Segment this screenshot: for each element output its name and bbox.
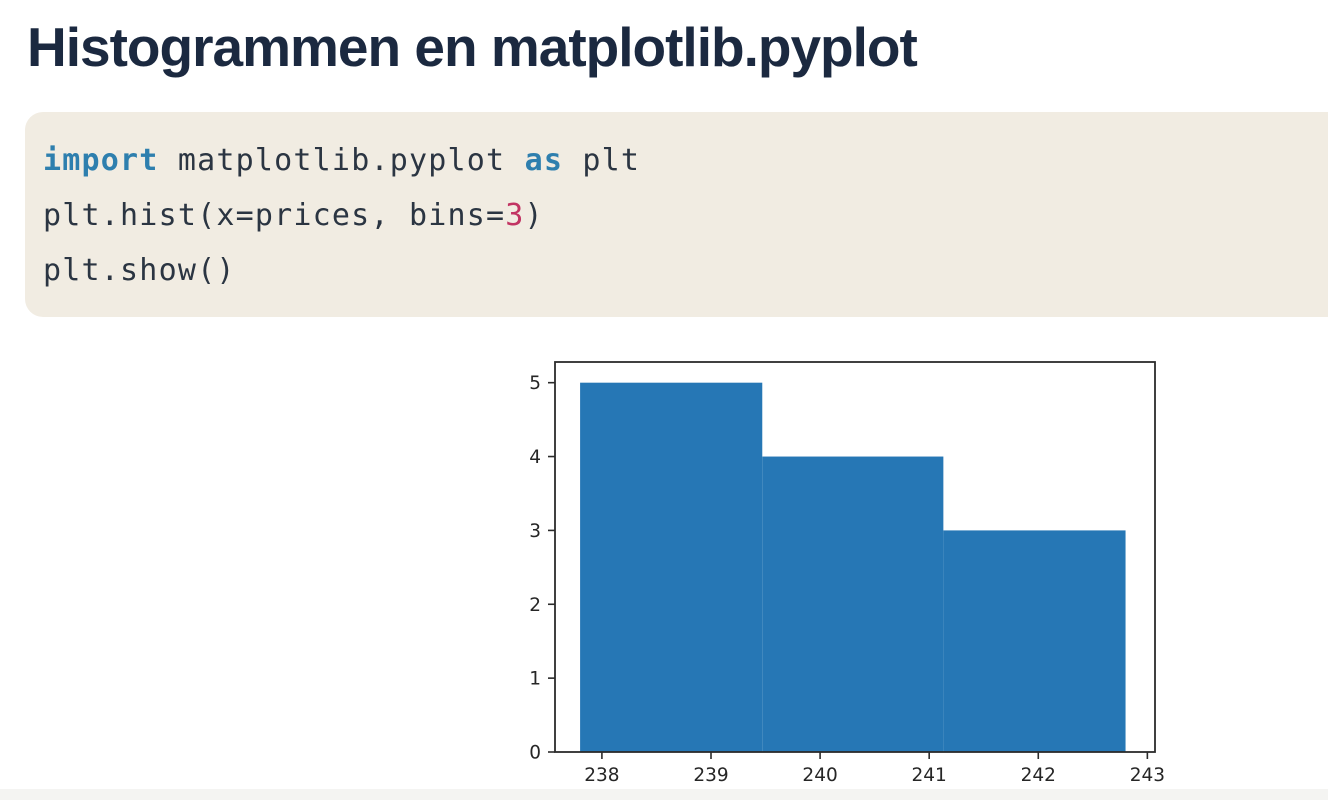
code-token-plain: plt (563, 143, 641, 178)
histogram-bar (943, 530, 1126, 752)
code-token-plain: plt.show() (43, 253, 236, 288)
code-line: plt.show() (43, 243, 1328, 298)
histogram-bar (762, 456, 944, 752)
code-lines: import matplotlib.pyplot as plt plt.hist(… (43, 133, 1328, 298)
x-axis-tick-label: 242 (1021, 765, 1056, 786)
code-token-plain: matplotlib.pyplot (158, 143, 525, 178)
page-bottom-edge (0, 789, 1328, 800)
plot-frame (554, 361, 1156, 753)
y-axis-tick-label: 5 (529, 373, 541, 394)
x-axis-tick-label: 240 (802, 765, 837, 786)
code-token-plain: ) (524, 198, 544, 233)
y-axis-tick-label: 4 (529, 447, 541, 468)
y-axis-tick-label: 0 (529, 743, 541, 764)
code-line: plt.hist(x=prices, bins= 3) (43, 188, 1328, 243)
code-block: import matplotlib.pyplot as plt plt.hist(… (25, 112, 1328, 317)
x-axis-tick-label: 241 (912, 765, 947, 786)
histogram-bar (580, 382, 763, 752)
y-axis-tick-label: 3 (529, 521, 541, 542)
x-axis-tick-label: 243 (1130, 765, 1165, 786)
code-token-number: 3 (505, 198, 525, 233)
code-token-keyword: as (524, 143, 564, 178)
x-axis-tick-label: 239 (693, 765, 728, 786)
page-title: Histogrammen en matplotlib.pyplot (27, 16, 918, 78)
code-line: import matplotlib.pyplot as plt (43, 133, 1328, 188)
histogram-chart: 238 239 240 241 242 243 0 1 2 3 4 5 (529, 361, 1165, 786)
code-token-keyword: import (43, 143, 159, 178)
y-axis-tick-label: 1 (529, 669, 541, 690)
histogram-figure: 238 239 240 241 242 243 0 1 2 3 4 5 (490, 350, 1210, 795)
x-axis-tick-label: 238 (584, 765, 619, 786)
code-token-plain: plt.hist(x=prices, bins= (43, 198, 506, 233)
y-axis-tick-label: 2 (529, 595, 541, 616)
